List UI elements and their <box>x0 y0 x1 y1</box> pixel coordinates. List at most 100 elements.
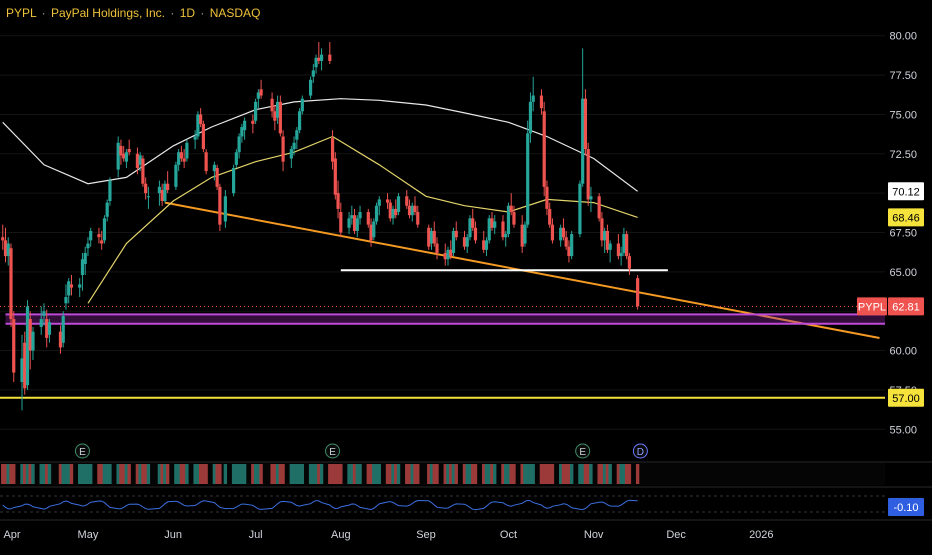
candle-body <box>374 205 379 222</box>
volume-bar <box>58 464 63 484</box>
candle-body <box>196 114 200 137</box>
candle-body <box>501 221 505 238</box>
event-label: D <box>637 447 644 458</box>
exchange-label: NASDAQ <box>209 6 261 20</box>
volume-bar <box>119 464 123 484</box>
candle-body <box>157 186 162 194</box>
candle-body <box>506 205 511 235</box>
volume-bar <box>374 464 379 484</box>
candle-body <box>251 120 255 124</box>
volume-bar <box>45 464 49 484</box>
volume-bar <box>350 464 354 484</box>
volume-bar <box>67 464 71 484</box>
volume-bar <box>146 464 151 484</box>
volume-bar <box>564 464 568 484</box>
volume-bar <box>78 464 82 484</box>
y-tick-label: 80.00 <box>889 31 917 43</box>
candle-body <box>256 92 260 99</box>
candle-body <box>177 152 181 165</box>
candle-body <box>597 196 601 219</box>
candle-body <box>586 149 590 200</box>
volume-bar <box>141 464 145 484</box>
volume-bar <box>523 464 527 484</box>
volume-bar <box>240 464 244 484</box>
candle-body <box>25 306 30 386</box>
volume-bar <box>3 464 8 484</box>
volume-bar <box>539 464 544 484</box>
company-name: PayPal Holdings, Inc. <box>50 6 165 20</box>
candle-body <box>410 205 414 216</box>
candle-body <box>20 358 24 383</box>
volume-bar <box>12 464 16 484</box>
volume-bar <box>616 464 621 484</box>
volume-bar <box>61 464 65 484</box>
x-tick-label: Dec <box>666 529 686 541</box>
volume-bar <box>627 464 632 484</box>
candle-body <box>179 152 183 159</box>
candle-body <box>443 252 447 260</box>
event-marker <box>325 443 341 459</box>
volume-bar <box>9 464 13 484</box>
candle-body <box>490 218 494 228</box>
candle-body <box>570 234 574 257</box>
volume-bar <box>193 464 197 484</box>
volume-bar <box>165 464 170 484</box>
candle-body <box>432 230 436 244</box>
volume-bar <box>583 464 588 484</box>
candle-body <box>528 101 533 134</box>
volume-bar <box>608 464 612 484</box>
volume-bar <box>108 464 112 484</box>
volume-bar <box>83 464 87 484</box>
candle-body <box>504 234 508 238</box>
volume-bar <box>215 464 219 484</box>
volume-bar <box>558 464 563 484</box>
candle-body <box>539 95 544 109</box>
candle-body <box>581 98 585 184</box>
volume-bar <box>39 464 43 484</box>
volume-bar <box>116 464 120 484</box>
y-tick-label: 67.50 <box>889 228 917 240</box>
candle-body <box>482 240 486 250</box>
volume-bar <box>484 464 489 484</box>
volume-bar <box>336 464 340 484</box>
sma50-line <box>87 135 638 304</box>
candle-body <box>407 205 412 216</box>
chart-title: PYPL · PayPal Holdings, Inc. · 1D · NASD… <box>6 6 261 20</box>
volume-bar <box>259 464 263 484</box>
symbol-tag-box <box>857 297 887 316</box>
candle-body <box>273 111 277 121</box>
volume-bar <box>624 464 629 484</box>
event-marker <box>632 443 648 459</box>
volume-bar <box>471 464 475 484</box>
candle-body <box>526 133 530 225</box>
volume-bar <box>622 464 626 484</box>
candle-body <box>31 331 35 351</box>
symbol-label: PYPL <box>6 6 37 20</box>
rsi-label-box <box>888 498 924 516</box>
price-label: 68.46 <box>892 212 920 224</box>
x-axis: Apr May Jun Jul Aug Sep Oct Nov Dec 2026 <box>3 529 773 541</box>
candle-body <box>28 319 32 351</box>
candle-body <box>243 120 247 131</box>
volume-bar <box>600 464 604 484</box>
volume-bar <box>427 464 431 484</box>
x-tick-label: Sep <box>416 529 436 541</box>
candle-body <box>300 98 304 112</box>
volume-bar <box>212 464 217 484</box>
candle-body <box>493 221 497 228</box>
volume-bar <box>23 464 27 484</box>
volume-bar <box>468 464 472 484</box>
volume-bar <box>99 464 104 484</box>
candle-body <box>449 249 453 257</box>
candle-body <box>67 281 71 296</box>
candle-body <box>232 167 236 194</box>
candle-body <box>297 111 302 131</box>
volume-bar <box>482 464 486 484</box>
volume-bar <box>201 464 206 484</box>
volume-bar <box>278 464 283 484</box>
volume-bar <box>413 464 417 484</box>
volume-bar <box>547 464 552 484</box>
volume-bar <box>369 464 373 484</box>
candle-body <box>416 212 420 225</box>
